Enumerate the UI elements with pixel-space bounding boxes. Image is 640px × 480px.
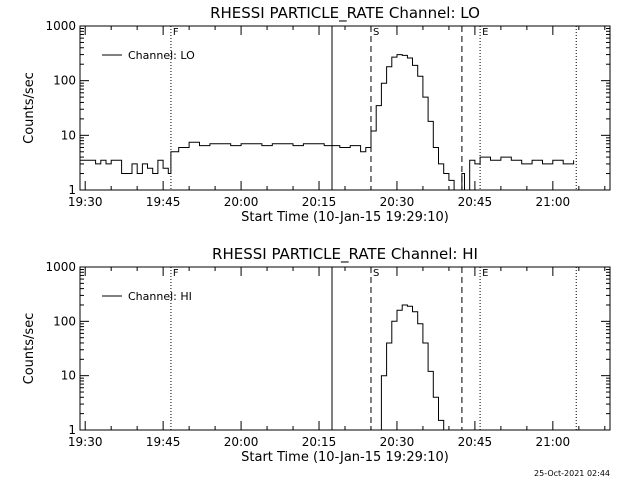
x-tick-label: 20:30 — [380, 435, 415, 449]
event-marker-label: S — [373, 268, 379, 279]
y-axis-label: Counts/sec — [22, 72, 37, 144]
x-tick-label: 20:00 — [224, 195, 259, 209]
lo-channel-panel: RHESSI PARTICLE_RATE Channel: LO 1 10 100 10… — [22, 4, 611, 225]
x-tick-label: 20:00 — [224, 435, 259, 449]
x-tick-label: 20:45 — [458, 435, 493, 449]
y-tick-label: 10 — [61, 128, 76, 142]
y-tick-label: 1 — [68, 423, 76, 437]
x-tick-label: 20:45 — [458, 195, 493, 209]
x-tick-label: 19:45 — [146, 195, 181, 209]
event-marker-label: F — [173, 27, 179, 38]
x-tick-label: 20:15 — [302, 435, 337, 449]
timestamp: 25-Oct-2021 02:44 — [534, 469, 610, 478]
x-tick-label: 20:15 — [302, 195, 337, 209]
y-tick-label: 1000 — [45, 19, 76, 33]
x-tick-label: 20:30 — [380, 195, 415, 209]
event-marker-label: S — [373, 27, 379, 38]
y-tick-label: 100 — [53, 74, 76, 88]
data-series-line — [376, 304, 445, 431]
y-tick-label: 100 — [53, 314, 76, 328]
legend-entry: Channel: HI — [128, 290, 192, 303]
event-marker-label: F — [173, 268, 179, 279]
x-axis-label: Start Time (10-Jan-15 19:29:10) — [241, 210, 449, 225]
x-tick-label: 21:00 — [536, 435, 571, 449]
chart-title: RHESSI PARTICLE_RATE Channel: HI — [212, 245, 478, 264]
x-tick-label: 19:30 — [68, 435, 103, 449]
x-tick-label: 21:00 — [536, 195, 571, 209]
y-tick-label: 1000 — [45, 260, 76, 274]
y-tick-label: 10 — [61, 369, 76, 383]
x-tick-label: 19:45 — [146, 435, 181, 449]
x-axis-label: Start Time (10-Jan-15 19:29:10) — [241, 450, 449, 465]
hi-channel-panel: RHESSI PARTICLE_RATE Channel: HI 1 10 100 10… — [22, 245, 611, 465]
x-tick-label: 19:30 — [68, 195, 103, 209]
data-series-line — [80, 54, 575, 191]
event-marker-label: E — [482, 27, 488, 38]
y-tick-label: 1 — [68, 183, 76, 197]
legend-entry: Channel: LO — [128, 49, 195, 62]
y-axis-label: Counts/sec — [22, 313, 37, 385]
event-marker-label: E — [482, 268, 488, 279]
chart-title: RHESSI PARTICLE_RATE Channel: LO — [210, 4, 480, 23]
